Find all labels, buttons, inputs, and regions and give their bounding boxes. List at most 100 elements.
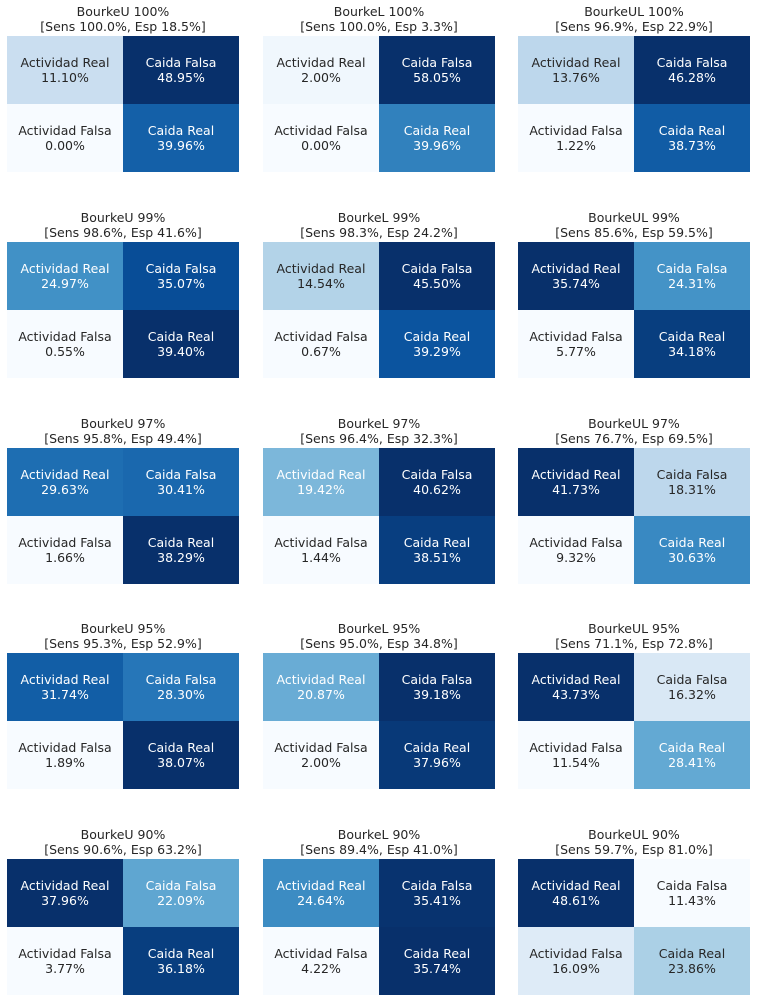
panel-bourkel-97: BourkeL 97% [Sens 96.4%, Esp 32.3%] Activi… — [263, 416, 495, 584]
cell-value: 35.74% — [413, 961, 461, 976]
heatmap-cell-actividad-falsa: Actividad Falsa 0.00% — [263, 104, 379, 172]
heatmap-cell-actividad-falsa: Actividad Falsa 11.54% — [518, 721, 634, 789]
cell-label: Actividad Real — [20, 878, 110, 893]
cell-value: 38.51% — [413, 550, 461, 565]
panel-subtitle: [Sens 95.0%, Esp 34.8%] — [300, 636, 458, 651]
cell-label: Caida Real — [403, 740, 471, 755]
panel-bourkel-99: BourkeL 99% [Sens 98.3%, Esp 24.2%] Activi… — [263, 210, 495, 378]
heatmap-cell-caida-real: Caida Real 38.07% — [123, 721, 239, 789]
panel-title: BourkeL 97% — [337, 416, 421, 431]
cell-label: Caida Falsa — [401, 55, 473, 70]
cell-value: 30.41% — [157, 482, 205, 497]
cell-value: 39.96% — [157, 138, 205, 153]
heatmap-cell-caida-real: Caida Real 37.96% — [379, 721, 495, 789]
cell-value: 28.41% — [668, 755, 716, 770]
panel-title: BourkeUL 90% — [588, 827, 680, 842]
cell-label: Actividad Real — [276, 467, 366, 482]
cell-value: 35.74% — [552, 276, 600, 291]
cell-label: Caida Real — [658, 946, 726, 961]
heatmap-cell-actividad-real: Actividad Real 29.63% — [7, 448, 123, 516]
cell-value: 11.54% — [552, 755, 600, 770]
panel-bourkeu-90: BourkeU 90% [Sens 90.6%, Esp 63.2%] Activi… — [7, 827, 239, 995]
cell-value: 43.73% — [552, 687, 600, 702]
panel-bourkeul-95: BourkeUL 95% [Sens 71.1%, Esp 72.8%] Activ… — [518, 621, 750, 789]
heatmap-cell-caida-real: Caida Real 39.96% — [123, 104, 239, 172]
heatmap-cell-caida-falsa: Caida Falsa 40.62% — [379, 448, 495, 516]
heatmap-cell-actividad-real: Actividad Real 20.87% — [263, 653, 379, 721]
cell-label: Caida Real — [403, 946, 471, 961]
cell-value: 1.22% — [556, 138, 596, 153]
heatmap-cell-actividad-real: Actividad Real 43.73% — [518, 653, 634, 721]
heatmap-cell-caida-falsa: Caida Falsa 39.18% — [379, 653, 495, 721]
heatmap-cell-actividad-falsa: Actividad Falsa 5.77% — [518, 310, 634, 378]
cell-value: 37.96% — [41, 893, 89, 908]
heatmap-cell-actividad-falsa: Actividad Falsa 2.00% — [263, 721, 379, 789]
cell-label: Caida Real — [403, 535, 471, 550]
heatmap-cell-caida-falsa: Caida Falsa 24.31% — [634, 242, 750, 310]
cell-value: 1.66% — [45, 550, 85, 565]
cell-value: 39.29% — [413, 344, 461, 359]
cell-label: Caida Falsa — [145, 261, 217, 276]
cell-value: 46.28% — [668, 70, 716, 85]
cell-value: 48.95% — [157, 70, 205, 85]
panel-subtitle: [Sens 89.4%, Esp 41.0%] — [300, 842, 458, 857]
cell-label: Actividad Falsa — [274, 329, 368, 344]
heatmap-cell-caida-falsa: Caida Falsa 46.28% — [634, 36, 750, 104]
cell-value: 4.22% — [301, 961, 341, 976]
heatmap-cell-caida-real: Caida Real 39.29% — [379, 310, 495, 378]
cell-label: Caida Falsa — [145, 878, 217, 893]
cell-label: Actividad Real — [20, 467, 110, 482]
cell-label: Actividad Falsa — [274, 946, 368, 961]
cell-value: 38.29% — [157, 550, 205, 565]
heatmap-cell-actividad-falsa: Actividad Falsa 3.77% — [7, 927, 123, 995]
panel-bourkel-90: BourkeL 90% [Sens 89.4%, Esp 41.0%] Activi… — [263, 827, 495, 995]
panel-subtitle: [Sens 95.8%, Esp 49.4%] — [44, 431, 202, 446]
panel-bourkeu-99: BourkeU 99% [Sens 98.6%, Esp 41.6%] Activi… — [7, 210, 239, 378]
panel-title: BourkeUL 97% — [588, 416, 680, 431]
cell-label: Actividad Real — [276, 261, 366, 276]
panel-subtitle: [Sens 100.0%, Esp 3.3%] — [300, 19, 458, 34]
cell-label: Caida Falsa — [656, 55, 728, 70]
panel-subtitle: [Sens 85.6%, Esp 59.5%] — [555, 225, 713, 240]
panel-title: BourkeUL 95% — [588, 621, 680, 636]
cell-label: Actividad Real — [531, 878, 621, 893]
heatmap-cell-actividad-falsa: Actividad Falsa 1.89% — [7, 721, 123, 789]
cell-label: Caida Real — [658, 123, 726, 138]
heatmap-cell-caida-real: Caida Real 39.96% — [379, 104, 495, 172]
cell-value: 39.96% — [413, 138, 461, 153]
heatmap-cell-caida-real: Caida Real 38.51% — [379, 516, 495, 584]
cell-label: Actividad Falsa — [18, 329, 112, 344]
heatmap-cell-caida-falsa: Caida Falsa 28.30% — [123, 653, 239, 721]
cell-label: Actividad Falsa — [529, 946, 623, 961]
cell-label: Actividad Real — [276, 55, 366, 70]
panel-subtitle: [Sens 98.3%, Esp 24.2%] — [300, 225, 458, 240]
cell-value: 38.07% — [157, 755, 205, 770]
heatmap-cell-actividad-real: Actividad Real 35.74% — [518, 242, 634, 310]
panel-title: BourkeL 100% — [333, 4, 425, 19]
cell-label: Actividad Falsa — [274, 535, 368, 550]
cell-label: Caida Real — [147, 946, 215, 961]
cell-value: 38.73% — [668, 138, 716, 153]
panel-title: BourkeL 95% — [337, 621, 421, 636]
panel-subtitle: [Sens 59.7%, Esp 81.0%] — [555, 842, 713, 857]
heatmap-cell-caida-falsa: Caida Falsa 16.32% — [634, 653, 750, 721]
cell-value: 31.74% — [41, 687, 89, 702]
cell-value: 0.00% — [301, 138, 341, 153]
panel-title: BourkeU 97% — [80, 416, 166, 431]
cell-label: Actividad Real — [276, 672, 366, 687]
heatmap-cell-actividad-falsa: Actividad Falsa 4.22% — [263, 927, 379, 995]
cell-value: 34.18% — [668, 344, 716, 359]
cell-label: Actividad Real — [531, 55, 621, 70]
cell-label: Actividad Falsa — [529, 535, 623, 550]
cell-value: 0.67% — [301, 344, 341, 359]
cell-label: Caida Falsa — [401, 467, 473, 482]
cell-label: Actividad Real — [531, 672, 621, 687]
heatmap-cell-caida-falsa: Caida Falsa 35.41% — [379, 859, 495, 927]
heatmap-cell-actividad-falsa: Actividad Falsa 16.09% — [518, 927, 634, 995]
cell-value: 14.54% — [297, 276, 345, 291]
panel-bourkel-95: BourkeL 95% [Sens 95.0%, Esp 34.8%] Activi… — [263, 621, 495, 789]
heatmap-cell-actividad-falsa: Actividad Falsa 1.66% — [7, 516, 123, 584]
heatmap-cell-caida-real: Caida Real 38.29% — [123, 516, 239, 584]
heatmap-cell-actividad-falsa: Actividad Falsa 0.00% — [7, 104, 123, 172]
cell-label: Actividad Real — [20, 261, 110, 276]
